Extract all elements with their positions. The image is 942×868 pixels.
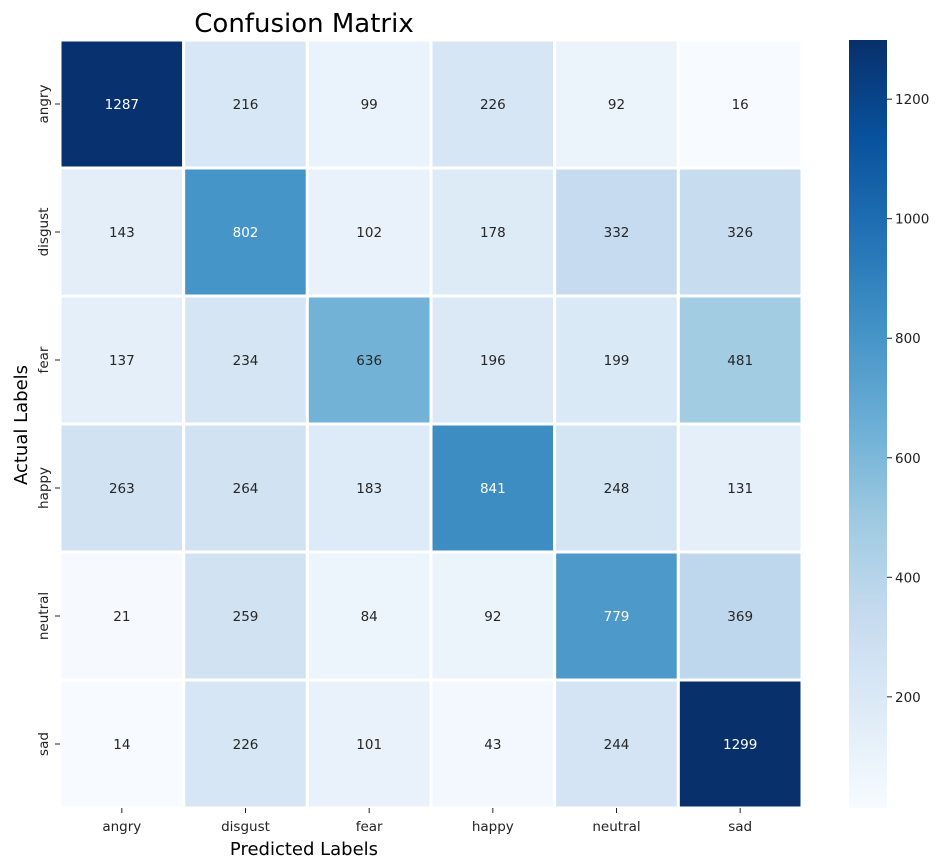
cell-value-label: 226 [233, 737, 259, 753]
heatmap-cell [676, 678, 804, 810]
cell-value-label: 244 [604, 737, 630, 753]
heatmap-cell [553, 550, 680, 682]
colorbar-gradient [849, 40, 887, 808]
heatmap-cell [676, 166, 804, 298]
cell-value-label: 84 [361, 609, 378, 625]
y-axis-label: Actual Labels [11, 365, 32, 485]
colorbar-tick-label: 1000 [895, 212, 929, 228]
heatmap-cell [429, 422, 557, 554]
heatmap-cell [182, 422, 309, 554]
cell-value-label: 234 [233, 353, 259, 369]
cell-value-label: 131 [727, 481, 753, 497]
cell-value-label: 332 [604, 225, 630, 241]
heatmap-cell [676, 422, 804, 554]
heatmap-cell [429, 166, 557, 298]
y-tick-label: neutral [36, 592, 52, 640]
heatmap-cell [58, 422, 186, 554]
heatmap-cell [182, 294, 309, 426]
heatmap-cell [429, 550, 557, 682]
colorbar-tick-label: 800 [895, 331, 921, 347]
cell-value-label: 259 [233, 609, 259, 625]
y-tick-label: happy [36, 467, 52, 509]
y-tick-labels: angry disgust fear happy neutral sad [36, 85, 60, 756]
cell-value-label: 1287 [105, 97, 139, 113]
x-axis-label: Predicted Labels [230, 839, 378, 860]
y-tick-label: disgust [36, 208, 52, 257]
chart-title: Confusion Matrix [194, 9, 413, 39]
x-tick-label: happy [472, 819, 514, 835]
heatmap-cell [182, 38, 309, 170]
colorbar-tick-label: 1200 [895, 92, 929, 108]
cell-value-label: 264 [233, 481, 259, 497]
cell-value-label: 99 [361, 97, 378, 113]
heatmap-cell [676, 550, 804, 682]
cell-value-label: 779 [604, 609, 630, 625]
heatmap-cell [305, 550, 433, 682]
heatmap-cell [553, 422, 680, 554]
cell-value-label: 199 [604, 353, 630, 369]
heatmap-cell [182, 166, 309, 298]
cell-value-label: 183 [356, 481, 382, 497]
heatmap-cell [305, 422, 433, 554]
colorbar-tick-label: 600 [895, 451, 921, 467]
y-tick-label: angry [36, 85, 52, 124]
cell-value-label: 137 [109, 353, 135, 369]
cell-value-label: 248 [604, 481, 630, 497]
cell-value-label: 101 [356, 737, 382, 753]
heatmap-cell [553, 294, 680, 426]
x-tick-label: neutral [592, 819, 640, 835]
x-tick-label: angry [102, 819, 141, 835]
cell-value-label: 841 [480, 481, 506, 497]
x-tick-label: disgust [221, 819, 270, 835]
heatmap-cell [676, 38, 804, 170]
colorbar-tick-label: 400 [895, 570, 921, 586]
cell-value-label: 226 [480, 97, 506, 113]
x-tick-labels: angry disgust fear happy neutral sad [102, 808, 752, 835]
cell-value-label: 216 [233, 97, 259, 113]
cell-value-label: 369 [727, 609, 753, 625]
colorbar: 200 400 600 800 1000 1200 [849, 40, 929, 808]
cell-value-label: 802 [233, 225, 259, 241]
cell-value-label: 196 [480, 353, 506, 369]
colorbar-tick-label: 200 [895, 690, 921, 706]
cell-value-label: 263 [109, 481, 135, 497]
x-tick-label: fear [356, 819, 383, 835]
cell-value-label: 326 [727, 225, 753, 241]
heatmap-cells: 1287 216 99 226 92 16 143 802 102 178 332 326 137 234… [58, 38, 804, 810]
y-tick-label: sad [36, 732, 52, 756]
x-tick-label: sad [728, 819, 752, 835]
y-tick-label: fear [36, 346, 52, 373]
heatmap-cell [58, 678, 186, 810]
cell-value-label: 21 [113, 609, 130, 625]
cell-value-label: 1299 [723, 737, 757, 753]
cell-value-label: 92 [484, 609, 501, 625]
cell-value-label: 178 [480, 225, 506, 241]
cell-value-label: 102 [356, 225, 382, 241]
cell-value-label: 92 [608, 97, 625, 113]
cell-value-label: 481 [727, 353, 753, 369]
cell-value-label: 143 [109, 225, 135, 241]
cell-value-label: 636 [356, 353, 382, 369]
heatmap-cell [429, 294, 557, 426]
cell-value-label: 43 [484, 737, 501, 753]
cell-value-label: 16 [732, 97, 749, 113]
cell-value-label: 14 [113, 737, 130, 753]
heatmap-cell [676, 294, 804, 426]
